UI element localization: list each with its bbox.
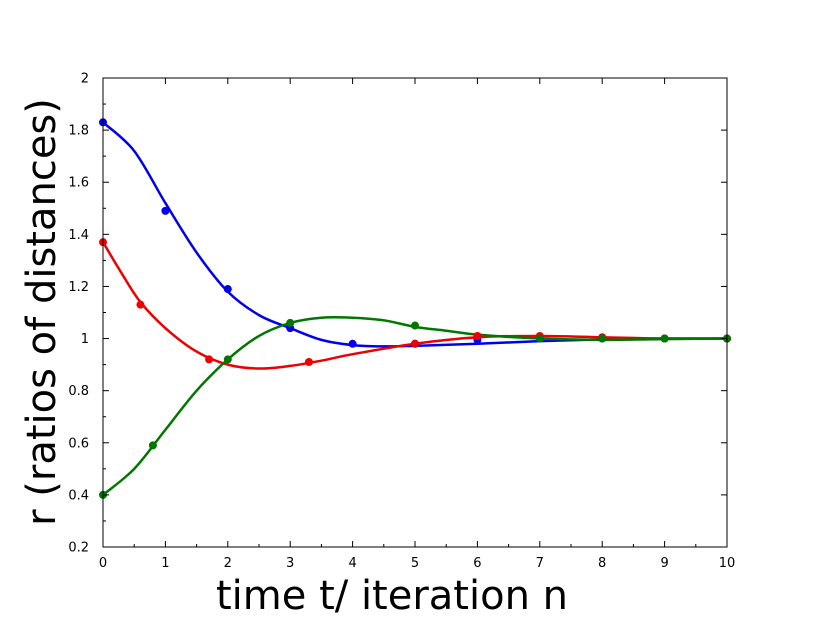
x-tick-label: 4 (348, 556, 356, 571)
data-point-2-5 (535, 334, 544, 343)
data-point-1-2 (205, 355, 214, 364)
series-line-1 (101, 241, 728, 370)
y-axis-title: r (ratios of distances) (19, 98, 65, 526)
data-point-0-2 (223, 285, 232, 294)
y-tick-label: 1.2 (68, 280, 89, 295)
plot-frame (102, 77, 728, 548)
data-point-2-4 (411, 321, 419, 330)
x-tick-label: 10 (719, 556, 736, 571)
y-tick-label: 0.8 (68, 384, 89, 399)
x-tick-label: 2 (224, 556, 232, 571)
x-tick-label: 3 (286, 556, 294, 571)
data-point-1-4 (411, 339, 419, 348)
x-tick-label: 9 (660, 556, 668, 571)
data-point-1-5 (473, 331, 482, 340)
data-point-2-2 (223, 355, 232, 364)
y-tick-label: 1 (81, 332, 89, 347)
x-axis: 0 1 2 3 4 5 6 7 8 9 10 (99, 78, 735, 571)
data-point-0-4 (348, 339, 357, 348)
series-curves (101, 121, 728, 496)
x-tick-label: 1 (161, 556, 169, 571)
y-tick-label: 0.2 (68, 541, 89, 556)
data-point-1-1 (136, 300, 145, 309)
data-point-2-1 (148, 441, 157, 450)
x-tick-label: 7 (536, 556, 544, 571)
data-point-0-1 (161, 206, 170, 215)
y-tick-label: 0.6 (68, 436, 89, 451)
data-point-1-3 (304, 358, 313, 367)
y-tick-label: 2 (81, 72, 89, 87)
series-points (99, 118, 731, 499)
x-tick-label: 0 (99, 556, 107, 571)
y-tick-label: 1.4 (68, 228, 89, 243)
series-line-2 (102, 315, 728, 496)
x-axis-title: time t/ iteration n (216, 573, 568, 619)
series-line-0 (102, 121, 728, 348)
y-tick-label: 1.6 (68, 176, 89, 191)
data-point-2-3 (286, 318, 295, 327)
x-tick-label: 6 (473, 556, 481, 571)
y-tick-label: 1.8 (68, 124, 89, 139)
x-tick-label: 8 (598, 556, 606, 571)
y-tick-label: 0.4 (68, 488, 89, 503)
y-axis: 0.2 0.4 0.6 0.8 1 1.2 1.4 1.6 1.8 2 (68, 72, 727, 556)
x-tick-label: 5 (411, 556, 419, 571)
data-point-2-6 (598, 334, 607, 343)
data-point-2-7 (660, 334, 669, 343)
